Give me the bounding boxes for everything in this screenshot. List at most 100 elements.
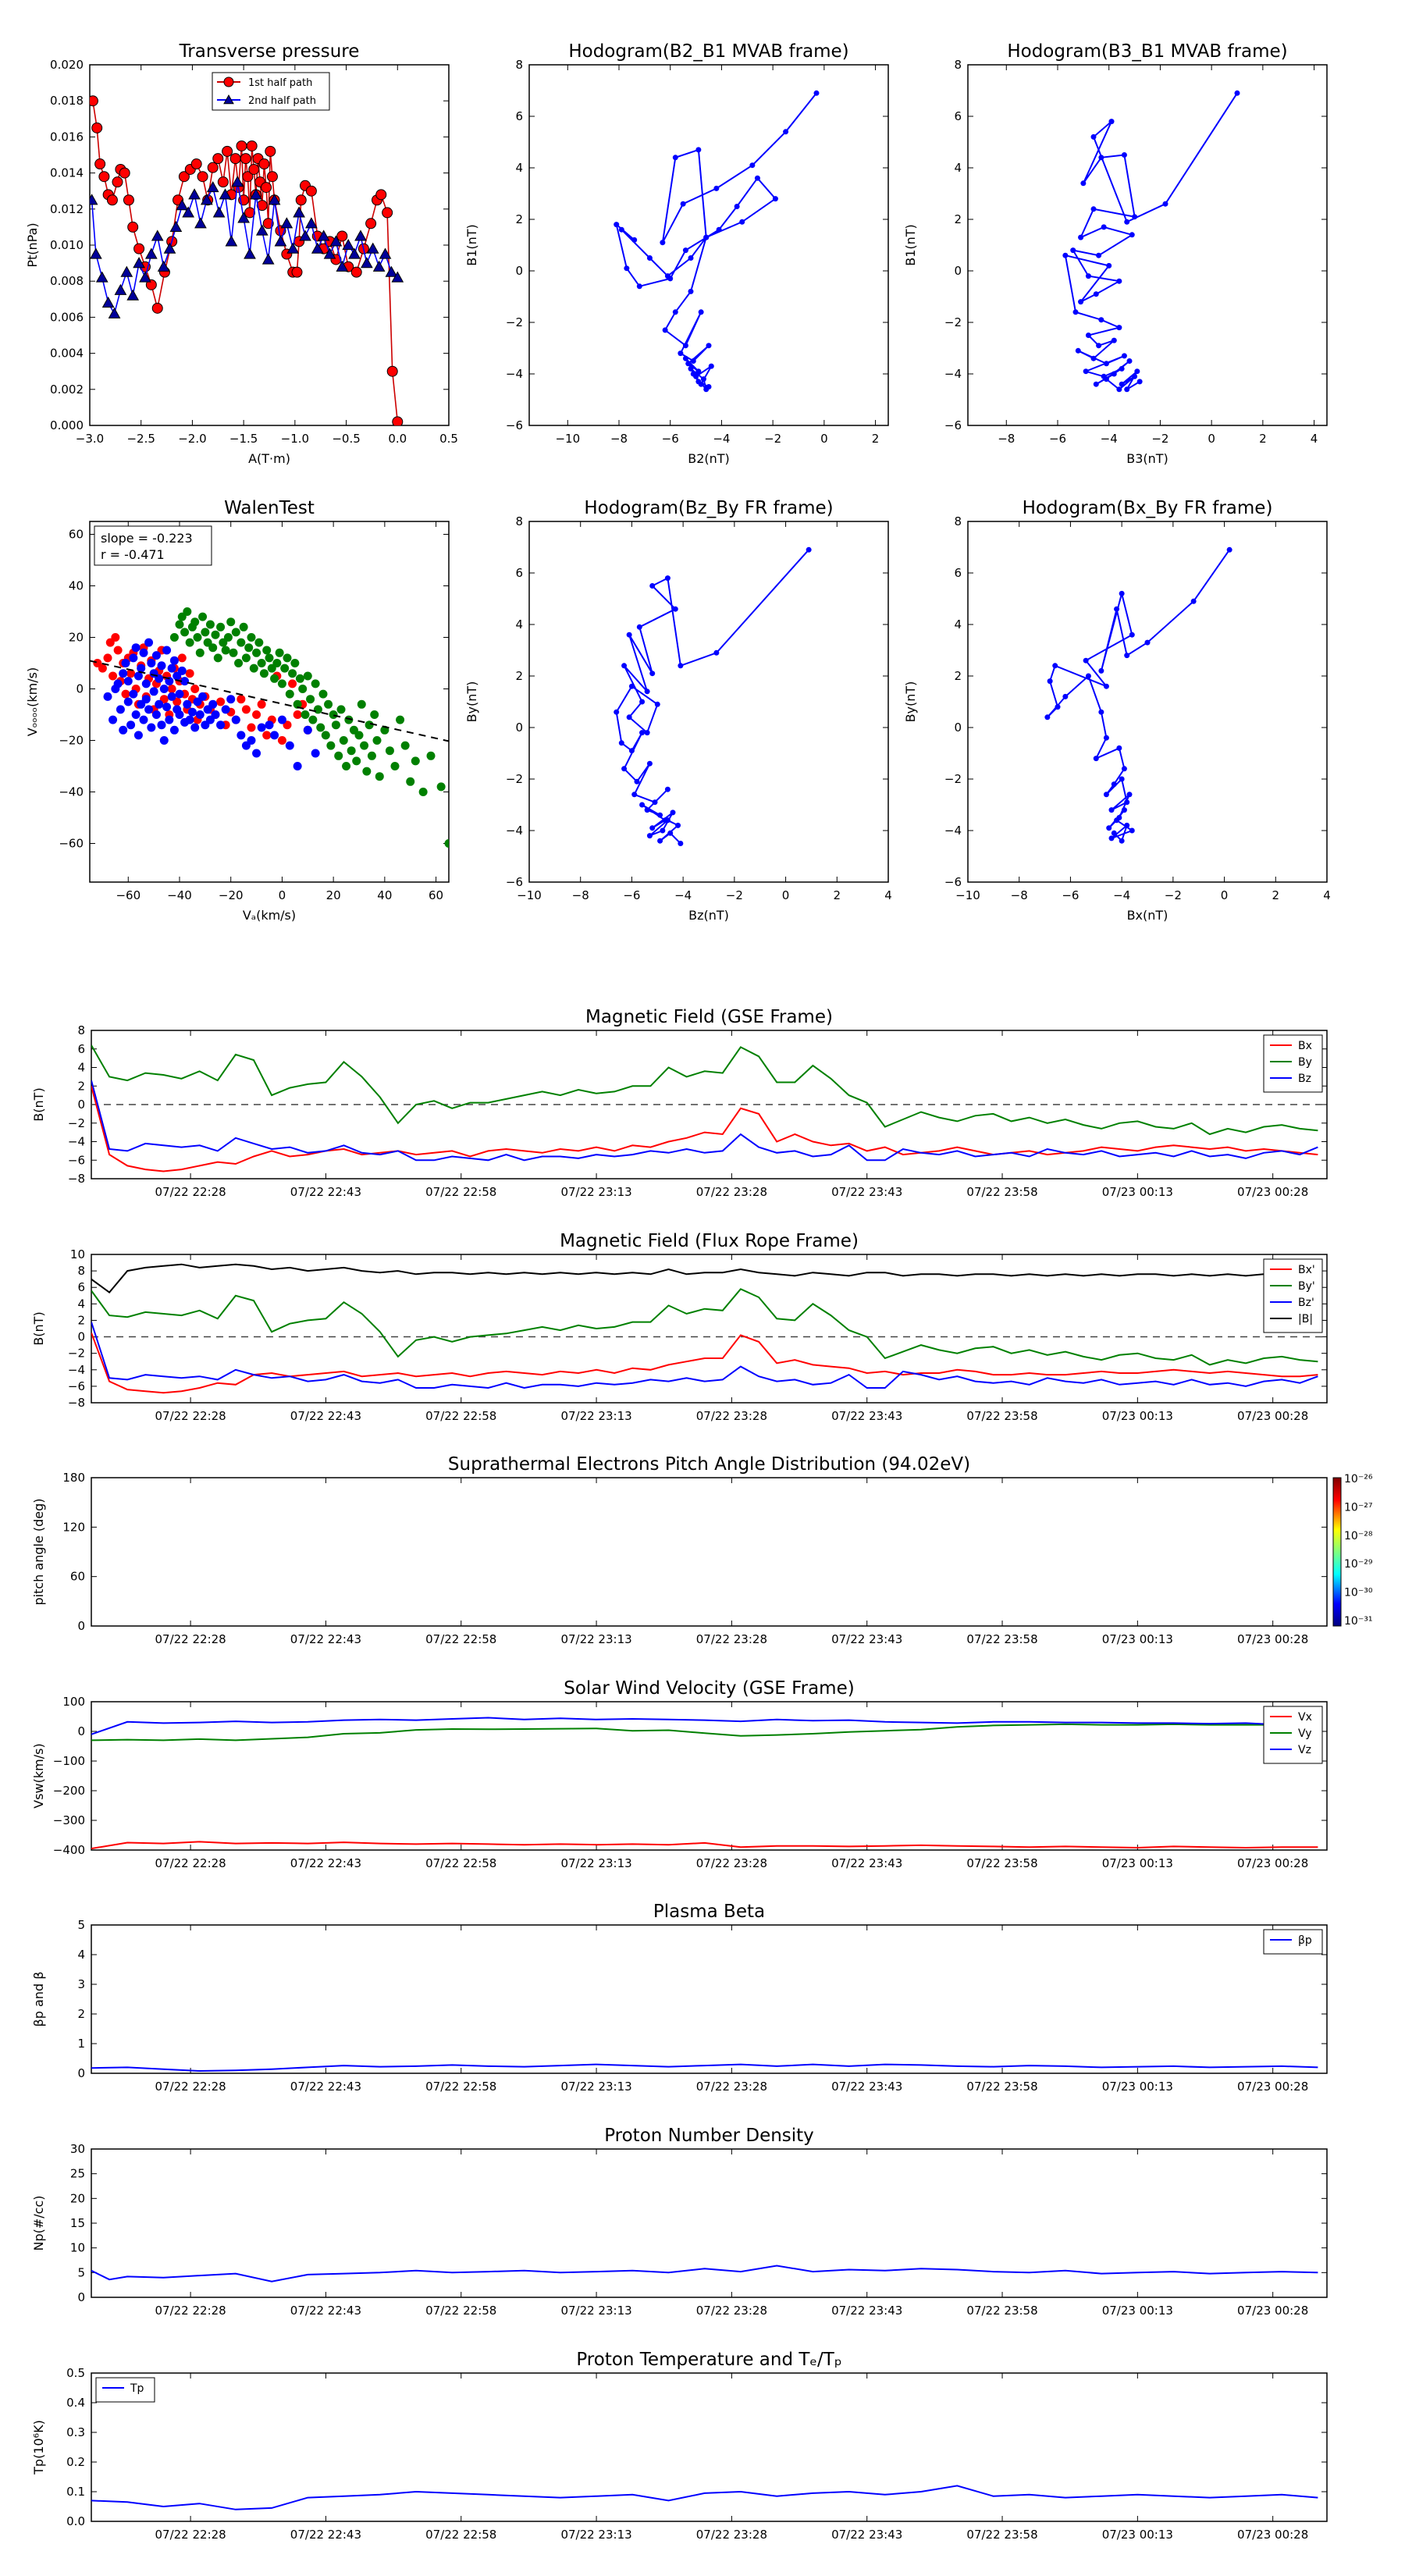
data-point [1085, 273, 1091, 279]
data-point [1101, 224, 1107, 230]
time-tick-label: 07/23 00:28 [1237, 1632, 1308, 1646]
y-tick-label: 30 [70, 2142, 85, 2156]
data-point [695, 147, 702, 153]
data-point [286, 242, 300, 254]
data-point [362, 767, 372, 776]
data-point [175, 689, 184, 699]
data-point [1111, 781, 1117, 788]
data-point [1055, 704, 1061, 710]
data-point [1062, 693, 1069, 699]
y-tick-label: 0 [954, 720, 962, 735]
data-point [237, 212, 250, 223]
data-point [1083, 657, 1089, 664]
time-tick-label: 07/22 23:13 [560, 2080, 631, 2094]
data-point [216, 622, 226, 632]
data-point [664, 575, 670, 582]
plot-frame [91, 1477, 1328, 1627]
plot-area [91, 2485, 1318, 2510]
data-point [375, 189, 387, 201]
data-point [370, 710, 379, 719]
data-point [626, 714, 632, 720]
x-axis-label: Vₐ(km/s) [243, 908, 296, 923]
data-point [295, 674, 304, 683]
series-line-Bz' [91, 1322, 1318, 1389]
data-point [372, 260, 386, 272]
data-point [426, 751, 436, 760]
data-point [618, 740, 624, 746]
data-point [657, 812, 663, 818]
time-tick-label: 07/22 23:28 [696, 2080, 767, 2094]
data-point [147, 659, 156, 667]
legend-frame [1263, 1706, 1323, 1764]
data-point [1116, 745, 1122, 751]
series-line-Vz [91, 1717, 1318, 1735]
x-axis-label: B2(nT) [688, 451, 730, 466]
time-tick-label: 07/22 22:58 [425, 1409, 496, 1423]
data-point [621, 766, 628, 772]
data-point [222, 145, 233, 157]
data-point [139, 648, 148, 657]
data-point [147, 723, 156, 732]
data-point [365, 218, 377, 229]
data-point [1108, 835, 1115, 841]
time-tick-label: 07/22 23:28 [696, 2528, 767, 2542]
data-point [1121, 353, 1127, 359]
data-point [167, 664, 176, 673]
y-tick-label: −20 [59, 734, 84, 748]
x-tick-label: −2.0 [178, 432, 206, 446]
data-point [662, 327, 668, 333]
data-point [259, 669, 269, 678]
data-point [708, 363, 714, 369]
x-tick-label: 2 [834, 888, 841, 902]
data-point [1132, 214, 1138, 220]
legend-label: Vy [1298, 1727, 1312, 1740]
data-point [131, 710, 140, 719]
time-tick-label: 07/23 00:28 [1237, 1856, 1308, 1870]
data-point [352, 756, 361, 766]
time-tick-label: 07/22 22:28 [155, 1632, 226, 1646]
data-point [385, 265, 398, 277]
y-axis-label: B(nT) [31, 1311, 46, 1345]
data-point [649, 671, 656, 677]
time-tick-label: 07/22 22:28 [155, 1185, 226, 1199]
data-point [1134, 368, 1140, 375]
data-point [357, 699, 366, 709]
data-point [713, 185, 720, 191]
data-point [270, 731, 279, 740]
data-point [219, 188, 232, 200]
y-tick-label: 0.010 [50, 238, 84, 252]
y-tick-label: −8 [68, 1172, 85, 1186]
y-tick-label: 10 [70, 1247, 85, 1261]
data-point [646, 760, 653, 767]
data-point [1226, 546, 1232, 553]
data-point [246, 140, 258, 151]
legend-label: |B| [1298, 1313, 1313, 1325]
data-point [242, 171, 254, 183]
plot-area [614, 90, 820, 393]
plot-frame [967, 64, 1328, 426]
data-point [229, 648, 238, 657]
time-tick-label: 07/22 23:28 [696, 1856, 767, 1870]
data-point [1072, 309, 1079, 315]
data-point [639, 730, 646, 736]
colorbar-label: 10⁻²⁶ [1344, 1473, 1373, 1485]
series-line-By [91, 1044, 1318, 1136]
data-point [126, 720, 136, 730]
data-point [400, 741, 410, 750]
y-tick-label: −6 [506, 418, 523, 432]
data-point [190, 685, 200, 693]
time-tick-label: 07/22 23:13 [560, 2528, 631, 2542]
time-tick-label: 07/22 23:58 [966, 2304, 1037, 2318]
data-point [257, 699, 266, 709]
data-point [360, 741, 369, 750]
data-point [331, 720, 340, 730]
time-tick-label: 07/22 22:28 [155, 1856, 226, 1870]
data-point [806, 546, 812, 553]
data-point [126, 289, 140, 301]
data-point [690, 358, 696, 364]
y-tick-label: 0 [77, 1724, 85, 1738]
legend-marker [223, 94, 234, 105]
time-tick-label: 07/22 23:43 [831, 2304, 902, 2318]
panel-title: Proton Temperature and Tₑ/Tₚ [576, 2350, 841, 2370]
